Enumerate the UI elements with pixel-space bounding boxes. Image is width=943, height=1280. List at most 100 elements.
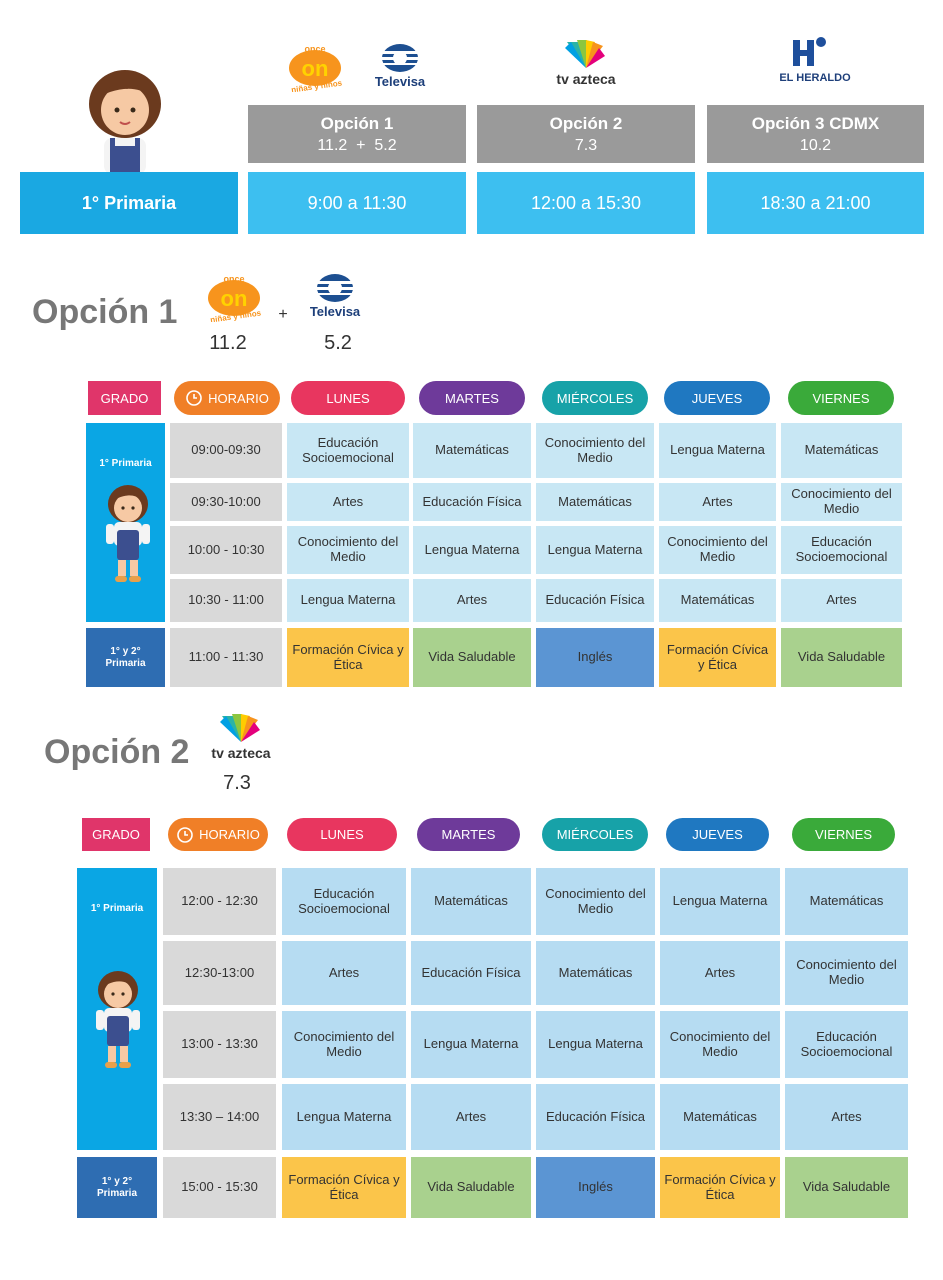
clock-icon <box>185 389 203 407</box>
column-header: HORARIO <box>168 818 268 851</box>
time-cell: 11:00 - 11:30 <box>170 628 282 687</box>
column-header: GRADO <box>88 381 161 415</box>
option-name: Opción 2 <box>549 113 623 133</box>
subject-cell: Educación Socioemocional <box>781 526 902 574</box>
column-header-text: LUNES <box>326 390 370 406</box>
column-header: VIERNES <box>792 818 895 851</box>
column-header-text: MIÉRCOLES <box>556 827 634 842</box>
subject-cell: Matemáticas <box>660 1084 780 1150</box>
subject-cell: Artes <box>411 1084 531 1150</box>
subject-cell: Vida Saludable <box>785 1157 908 1218</box>
subject-cell: Inglés <box>536 1157 655 1218</box>
column-header-text: VIERNES <box>814 827 873 842</box>
subject-cell: Vida Saludable <box>411 1157 531 1218</box>
subject-cell: Educación Física <box>413 483 531 521</box>
subject-cell: Matemáticas <box>413 423 531 478</box>
subject-cell: Conocimiento del Medio <box>781 483 902 521</box>
logo-tvazteca-svg: tv azteca <box>556 40 616 87</box>
subject-cell: Educación Física <box>411 941 531 1005</box>
logo-text: tv azteca <box>211 745 270 761</box>
illustration-girl <box>88 968 148 1078</box>
logo-text: on <box>221 286 248 311</box>
column-header-text: HORARIO <box>208 390 269 406</box>
illustration-girl <box>98 482 158 592</box>
subject-cell: Educación Física <box>536 1084 655 1150</box>
option-name: Opción 3 CDMX <box>751 113 880 133</box>
logo-televisa-svg: Televisa <box>375 44 426 89</box>
column-header: MARTES <box>419 381 525 415</box>
time-cell: 13:30 – 14:00 <box>163 1084 276 1150</box>
subject-cell: Lengua Materna <box>413 526 531 574</box>
time-cell: 10:30 - 11:00 <box>170 579 282 622</box>
subject-cell: Conocimiento del Medio <box>785 941 908 1005</box>
subject-cell: Matemáticas <box>411 868 531 935</box>
subject-cell: Conocimiento del Medio <box>536 423 654 478</box>
logo-text: Televisa <box>310 304 361 319</box>
illustration-girl-svg <box>96 971 140 1068</box>
subject-cell: Matemáticas <box>781 423 902 478</box>
subject-cell: Vida Saludable <box>781 628 902 687</box>
subject-cell: Lengua Materna <box>536 1011 655 1078</box>
logo-tvazteca-svg: tv azteca <box>211 714 271 761</box>
subject-cell: Matemáticas <box>536 483 654 521</box>
subject-cell: Educación Socioemocional <box>282 868 406 935</box>
column-header-text: JUEVES <box>692 827 743 842</box>
time-cell: 12:00 - 12:30 <box>163 868 276 935</box>
subject-cell: Matemáticas <box>659 579 776 622</box>
time-cell: 12:30-13:00 <box>163 941 276 1005</box>
channel: 11.2 <box>209 331 247 354</box>
subject-cell: Lengua Materna <box>411 1011 531 1078</box>
time-cell: 09:30-10:00 <box>170 483 282 521</box>
logo-once-svg: once on niñas y niños <box>208 274 262 325</box>
option-time: 18:30 a 21:00 <box>707 172 924 234</box>
grade-cell <box>77 1157 157 1218</box>
grade-label: 1° Primaria <box>20 172 238 234</box>
option-header: Opción 2 7.3 <box>477 105 695 163</box>
subject-cell: Artes <box>781 579 902 622</box>
channel: 5.2 <box>324 331 352 354</box>
subject-cell: Conocimiento del Medio <box>660 1011 780 1078</box>
subject-cell: Formación Cívica y Ética <box>660 1157 780 1218</box>
subject-cell: Artes <box>785 1084 908 1150</box>
column-header: LUNES <box>287 818 397 851</box>
logo-text: once <box>304 44 325 54</box>
column-header: HORARIO <box>174 381 280 415</box>
logo-once-svg: once on niñas y niños <box>289 44 343 95</box>
subject-cell: Conocimiento del Medio <box>536 868 655 935</box>
subject-cell: Conocimiento del Medio <box>287 526 409 574</box>
illustration-girl-svg <box>89 70 161 176</box>
subject-cell: Lengua Materna <box>287 579 409 622</box>
option-time: 12:00 a 15:30 <box>477 172 695 234</box>
subject-cell: Artes <box>659 483 776 521</box>
option-channels: 11.2 + 5.2 <box>317 136 397 154</box>
section-title: Opción 2 <box>44 732 190 771</box>
grade-label: 1° Primaria <box>90 903 144 915</box>
subject-cell: Lengua Materna <box>660 868 780 935</box>
logo-heraldo: EL HERALDO <box>777 36 853 90</box>
option-header: Opción 1 11.2 + 5.2 <box>248 105 466 163</box>
logo-heraldo-svg: EL HERALDO <box>779 37 851 84</box>
option-name: Opción 1 <box>320 113 394 133</box>
subject-cell: Artes <box>413 579 531 622</box>
grade-cell <box>86 628 165 687</box>
grade-label: 1° Primaria <box>99 458 152 470</box>
column-header-text: HORARIO <box>199 827 260 842</box>
column-header: GRADO <box>82 818 150 851</box>
logo-text: tv azteca <box>556 71 615 87</box>
subject-cell: Formación Cívica y Ética <box>282 1157 406 1218</box>
option-channels: 7.3 <box>574 136 598 154</box>
subject-cell: Artes <box>282 941 406 1005</box>
section-title: Opción 1 <box>32 292 178 331</box>
subject-cell: Matemáticas <box>785 868 908 935</box>
subject-cell: Artes <box>660 941 780 1005</box>
subject-cell: Lengua Materna <box>659 423 776 478</box>
column-header-text: LUNES <box>320 827 364 842</box>
subject-cell: Conocimiento del Medio <box>282 1011 406 1078</box>
subject-cell: Conocimiento del Medio <box>659 526 776 574</box>
option-time: 9:00 a 11:30 <box>248 172 466 234</box>
subject-cell: Educación Socioemocional <box>785 1011 908 1078</box>
illustration-girl <box>80 66 170 176</box>
subject-cell: Formación Cívica y Ética <box>287 628 409 687</box>
clock-svg <box>186 390 202 406</box>
column-header-text: MIÉRCOLES <box>556 390 634 406</box>
